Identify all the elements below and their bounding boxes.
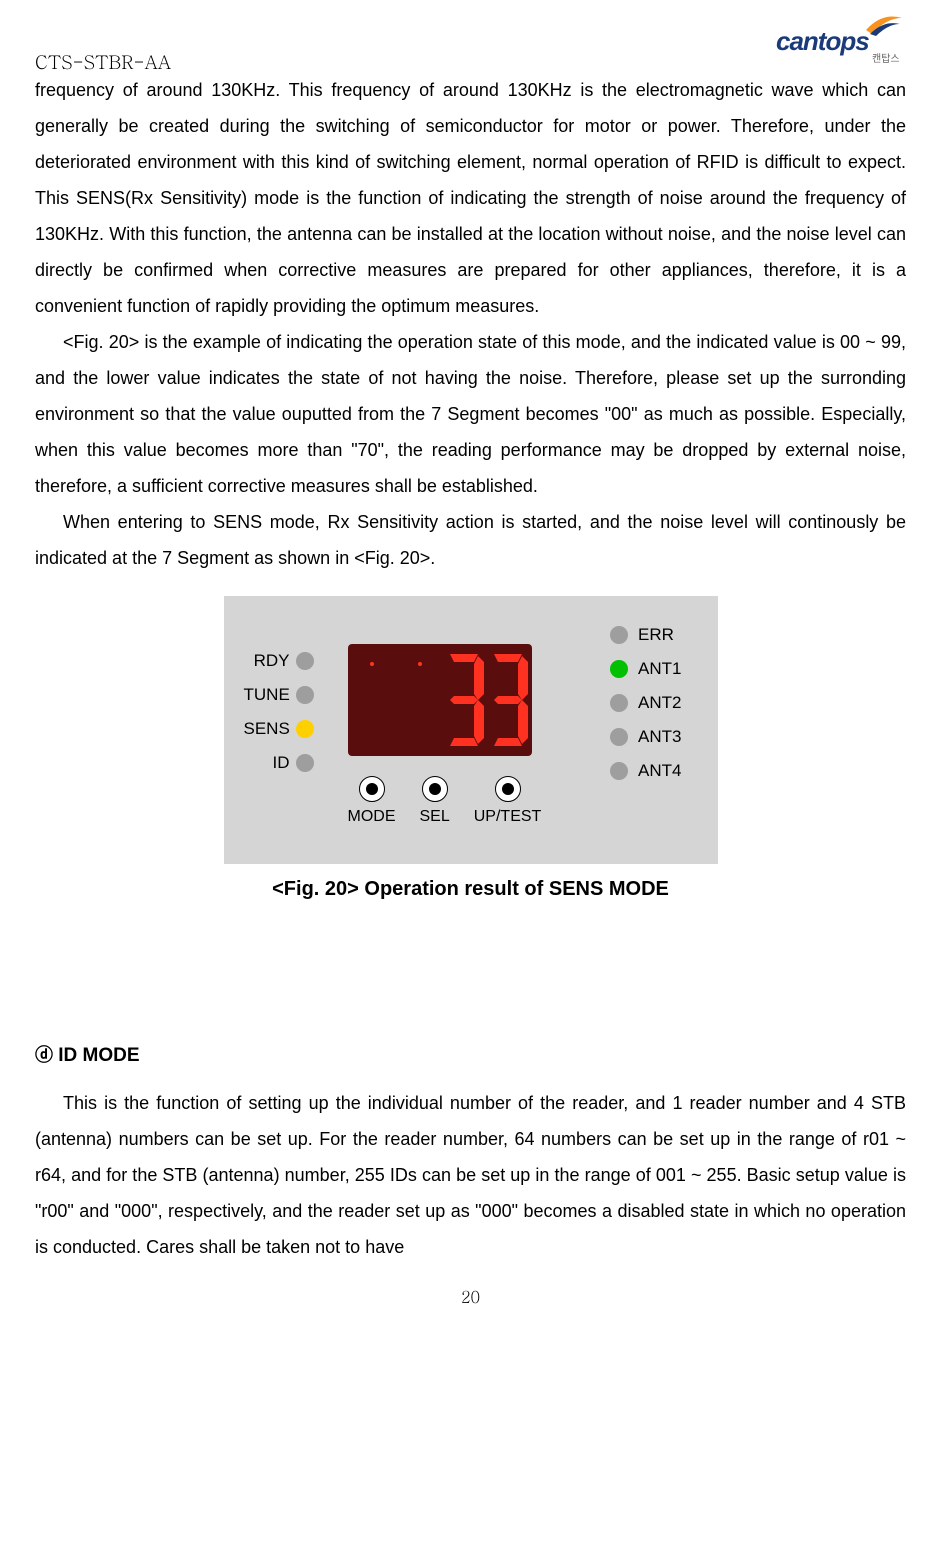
sens-led-row: SENS: [244, 712, 314, 746]
body-text-block-2: This is the function of setting up the i…: [35, 1085, 906, 1265]
display-dot-icon: [370, 662, 374, 666]
mode-leds-column: RDY TUNE SENS ID: [244, 644, 314, 780]
id-led-icon: [296, 754, 314, 772]
ant2-led-row: ANT2: [610, 686, 681, 720]
paragraph-4: This is the function of setting up the i…: [35, 1085, 906, 1265]
paragraph-1: frequency of around 130KHz. This frequen…: [35, 72, 906, 324]
tune-label: TUNE: [244, 685, 290, 705]
ant1-led-row: ANT1: [610, 652, 681, 686]
paragraph-2: <Fig. 20> is the example of indicating t…: [35, 324, 906, 504]
err-label: ERR: [638, 625, 674, 645]
sens-label: SENS: [244, 719, 290, 739]
seven-segment-display: [348, 644, 532, 756]
mode-button[interactable]: [359, 776, 385, 802]
device-panel: RDY TUNE SENS ID: [224, 596, 718, 864]
ant4-label: ANT4: [638, 761, 681, 781]
uptest-button[interactable]: [495, 776, 521, 802]
ant3-label: ANT3: [638, 727, 681, 747]
section-heading: ⓓ ID MODE: [35, 1041, 906, 1067]
sens-led-icon: [296, 720, 314, 738]
ant1-label: ANT1: [638, 659, 681, 679]
id-label: ID: [273, 753, 290, 773]
err-led-icon: [610, 626, 628, 644]
company-logo: cantops 캔탑스: [776, 10, 906, 65]
ant2-label: ANT2: [638, 693, 681, 713]
sel-button-column: SEL: [420, 776, 450, 826]
ant3-led-row: ANT3: [610, 720, 681, 754]
buttons-row: MODE SEL UP/TEST: [348, 776, 542, 826]
tune-led-icon: [296, 686, 314, 704]
section-marker: ⓓ: [35, 1041, 53, 1067]
mode-button-column: MODE: [348, 776, 396, 826]
sel-button-label: SEL: [420, 808, 450, 826]
id-led-row: ID: [244, 746, 314, 780]
ant2-led-icon: [610, 694, 628, 712]
paragraph-3: When entering to SENS mode, Rx Sensitivi…: [35, 504, 906, 576]
rdy-led-icon: [296, 652, 314, 670]
section-title: ID MODE: [58, 1045, 139, 1066]
ant3-led-icon: [610, 728, 628, 746]
document-id: CTS-STBR-AA: [35, 50, 171, 75]
page-number: 20: [35, 1285, 906, 1308]
sel-button[interactable]: [422, 776, 448, 802]
display-dot-icon: [418, 662, 422, 666]
err-led-row: ERR: [610, 618, 681, 652]
ant1-led-icon: [610, 660, 628, 678]
tune-led-row: TUNE: [244, 678, 314, 712]
logo-text: cantops: [776, 26, 869, 57]
logo-subtitle: 캔탑스: [872, 50, 900, 65]
status-leds-column: ERR ANT1 ANT2 ANT3 ANT4: [610, 618, 681, 788]
logo-swoosh-icon: [864, 8, 904, 38]
figure-caption: <Fig. 20> Operation result of SENS MODE: [35, 878, 906, 901]
rdy-label: RDY: [254, 651, 290, 671]
uptest-button-column: UP/TEST: [474, 776, 542, 826]
segment-digit-1-icon: [444, 654, 484, 746]
ant4-led-row: ANT4: [610, 754, 681, 788]
body-text-block: frequency of around 130KHz. This frequen…: [35, 72, 906, 576]
ant4-led-icon: [610, 762, 628, 780]
segment-digit-2-icon: [488, 654, 528, 746]
mode-button-label: MODE: [348, 808, 396, 826]
uptest-button-label: UP/TEST: [474, 808, 542, 826]
rdy-led-row: RDY: [244, 644, 314, 678]
page-header: CTS-STBR-AA cantops 캔탑스: [35, 10, 906, 72]
